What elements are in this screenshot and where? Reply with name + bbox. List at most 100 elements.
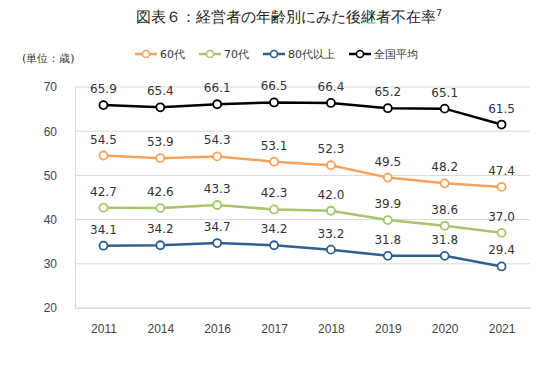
legend-item: 70代: [199, 48, 249, 61]
y-tick: 60: [44, 125, 75, 139]
y-tick: 70: [44, 80, 75, 94]
grid-line: [75, 308, 530, 309]
x-tick: 2014: [147, 308, 174, 336]
y-axis-label: (単位：歳): [22, 52, 75, 65]
data-label: 52.3: [318, 142, 345, 156]
x-tick-label: 2011: [91, 322, 117, 336]
data-label: 53.9: [147, 135, 174, 149]
series-point: [498, 229, 506, 237]
legend-marker: [357, 51, 364, 58]
plot: 2030405060702011201420162017201820192020…: [44, 79, 531, 335]
data-label: 47.4: [488, 164, 515, 178]
y-tick-label: 30: [44, 257, 58, 271]
data-label: 53.1: [261, 139, 288, 153]
data-label: 33.2: [318, 227, 345, 241]
legend-item: 80代以上: [263, 48, 335, 61]
title-footnote: 7: [436, 8, 442, 18]
data-label: 31.8: [431, 233, 458, 247]
series-point: [99, 204, 107, 212]
legend-marker: [143, 51, 150, 58]
series-point: [213, 100, 221, 108]
grid-line: [75, 263, 530, 264]
data-label: 42.0: [318, 188, 345, 202]
series-point: [99, 101, 107, 109]
x-tick-label: 2021: [489, 322, 516, 336]
data-label: 38.6: [431, 203, 458, 217]
data-label: 65.9: [90, 82, 117, 96]
y-tick-label: 40: [44, 213, 58, 227]
grid-line: [75, 87, 530, 88]
series-point: [441, 222, 449, 230]
series-point: [156, 204, 164, 212]
series-point: [498, 183, 506, 191]
series-point: [384, 104, 392, 112]
legend-item: 60代: [135, 48, 185, 61]
data-label: 34.2: [261, 222, 288, 236]
data-label: 42.7: [90, 185, 117, 199]
series-point: [213, 201, 221, 209]
data-label: 31.8: [374, 233, 401, 247]
series-point: [99, 242, 107, 250]
y-tick-label: 50: [44, 169, 58, 183]
data-label: 66.4: [318, 80, 345, 94]
title: 図表６：経営者の年齢別にみた後継者不在率7: [136, 8, 442, 26]
x-tick: 2021: [489, 308, 516, 336]
series-point: [99, 152, 107, 160]
data-label: 54.3: [204, 133, 231, 147]
data-label: 65.4: [147, 84, 174, 98]
legend-label: 80代以上: [288, 48, 335, 61]
legend-item: 全国平均: [349, 48, 418, 61]
series-point: [327, 246, 335, 254]
y-tick-label: 20: [44, 301, 58, 315]
x-tick-label: 2018: [318, 322, 345, 336]
data-label: 43.3: [204, 182, 231, 196]
data-label: 37.0: [488, 210, 515, 224]
x-tick-label: 2020: [432, 322, 459, 336]
x-tick: 2011: [91, 308, 117, 336]
x-tick-label: 2019: [375, 322, 402, 336]
y-tick-label: 60: [44, 125, 58, 139]
y-tick: 50: [44, 169, 75, 183]
legend-label: 60代: [160, 48, 185, 61]
series-point: [156, 241, 164, 249]
data-label: 39.9: [374, 197, 401, 211]
x-tick-label: 2016: [204, 322, 231, 336]
chart: 図表６：経営者の年齢別にみた後継者不在率7(単位：歳)2030405060702…: [0, 0, 558, 368]
data-label: 42.6: [147, 185, 174, 199]
series-point: [327, 207, 335, 215]
y-tick: 20: [44, 301, 75, 315]
y-tick: 40: [44, 213, 75, 227]
series-point: [384, 252, 392, 260]
data-label: 42.3: [261, 186, 288, 200]
data-label: 48.2: [431, 160, 458, 174]
legend-marker: [207, 51, 214, 58]
y-axis-line: [75, 88, 76, 309]
x-tick: 2020: [432, 308, 459, 336]
grid-line: [75, 219, 530, 220]
x-tick-label: 2014: [147, 322, 174, 336]
series-point: [327, 99, 335, 107]
series-point: [213, 239, 221, 247]
series-point: [441, 252, 449, 260]
series-point: [213, 152, 221, 160]
data-label: 34.7: [204, 220, 231, 234]
series-point: [441, 179, 449, 187]
grid-line: [75, 175, 530, 176]
series-point: [384, 216, 392, 224]
data-label: 65.2: [374, 85, 401, 99]
x-axis: 20112014201620172018201920202021: [76, 308, 531, 336]
series-point: [441, 105, 449, 113]
data-label: 49.5: [374, 155, 401, 169]
series-point: [270, 98, 278, 106]
x-tick: 2018: [318, 308, 345, 336]
data-label: 54.5: [90, 133, 117, 147]
data-label: 65.1: [431, 86, 458, 100]
y-tick-label: 70: [44, 80, 58, 94]
series-point: [270, 241, 278, 249]
data-label: 34.1: [90, 223, 117, 237]
grid-line: [75, 131, 530, 132]
legend-label: 全国平均: [374, 48, 418, 61]
data-label: 29.4: [488, 243, 515, 257]
y-axis: 20 30 40 50 60 70: [44, 80, 76, 315]
x-tick: 2019: [375, 308, 402, 336]
